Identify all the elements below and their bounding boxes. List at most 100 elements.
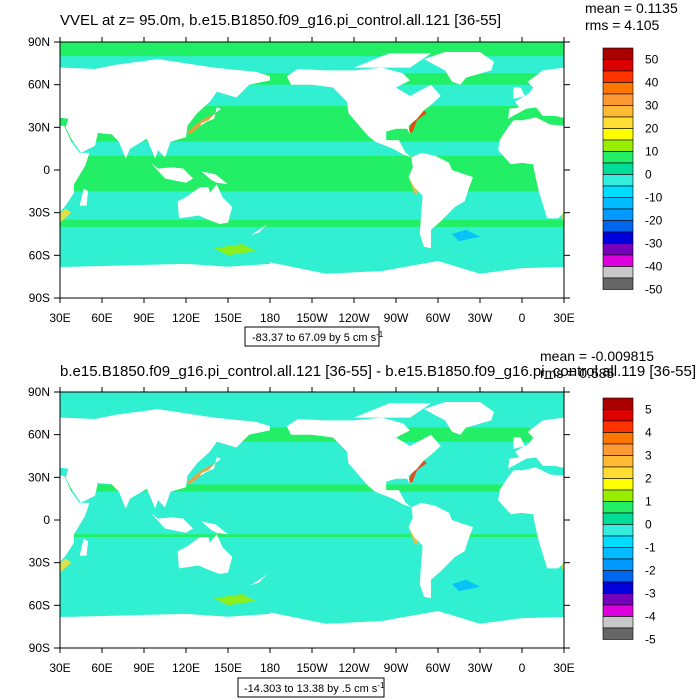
mean-stat: mean = 0.1135 [585,0,678,16]
eurasia-land [508,417,564,469]
eurasia-land [508,67,564,119]
gulf-stream-patch [408,460,427,483]
africa-land [498,117,564,219]
panel-title: b.e15.B1850.f09_g16.pi_control.all.121 [… [60,363,696,380]
ocean-band-1 [60,491,564,535]
antarctica-land [60,613,270,648]
indonesia-land [151,512,193,533]
madagascar-land [79,538,88,556]
colorbar-cell [602,208,634,221]
x-tick-label: 120W [338,661,370,675]
y-tick-label: 90S [29,641,50,655]
range-text: -14.303 to 13.38 by .5 cm s [244,683,378,695]
colorbar-cell [602,501,634,514]
africa-land [498,467,564,569]
colorbar-cell [602,266,634,279]
north-america-land [286,417,441,508]
map-plot [59,391,565,649]
indonesia-land [151,162,193,183]
y-tick-label: 0 [43,513,50,527]
x-tick-label: 150W [296,311,328,325]
south-america-land [408,152,473,249]
colorbar-cell [602,277,634,290]
colorbar-cell [602,70,634,83]
y-tick-label: 60N [28,78,50,92]
colorbar-cell [602,243,634,256]
colorbar-label: -40 [645,260,663,274]
colorbar-cell [602,105,634,118]
rms-stat: rms = 4.105 [585,17,660,33]
colorbar-label: 1 [645,495,652,509]
colorbar-label: 4 [645,426,652,440]
x-tick-label: 90E [133,661,154,675]
colorbar-label: -10 [645,191,663,205]
colorbar-label: -50 [645,283,663,297]
colorbar-label: -30 [645,237,663,251]
colorbar-label: 5 [645,403,652,417]
ocean-band-2 [60,141,564,156]
y-tick-label: 30S [29,556,50,570]
colorbar-cell [602,82,634,95]
colorbar-cell [602,432,634,445]
colorbar-cell [602,443,634,456]
y-tick-label: 90S [29,291,50,305]
colorbar-label: -20 [645,214,663,228]
x-tick-label: 150W [296,661,328,675]
x-tick-label: 60W [426,661,451,675]
agulhas-patch [561,563,564,573]
arctic-islands-land [354,403,431,418]
range-label: -14.303 to 13.38 by .5 cm s-1 [244,681,385,695]
y-tick-label: 30S [29,206,50,220]
x-tick-label: 0 [519,661,526,675]
south-america-land [408,502,473,599]
southern-ocean-patch-b [452,229,480,242]
australia-land [177,184,233,224]
antarctica-land [270,611,564,648]
greenland-land [424,52,494,85]
colorbar-cell [602,524,634,537]
range-label-box: -83.37 to 67.09 by 5 cm s-1 [244,326,384,347]
colorbar-cell [602,254,634,267]
british-isles-land [513,87,525,99]
panel-bottom: b.e15.B1850.f09_g16.pi_control.all.121 [… [28,348,696,698]
ocean-band-0 [60,537,564,627]
colorbar-cell [602,581,634,594]
colorbar-cell [602,47,634,60]
colorbar-cell [602,420,634,433]
africa-land [60,475,90,562]
plot-content [60,392,564,648]
x-tick-label: 90W [384,661,409,675]
axis-ticks: 30E 60E 90E 120E 150E 180 150W 120W 90W 60W 30W 0 30… [28,385,575,675]
agulhas-patch [60,208,72,223]
panel-top: VVEL at z= 95.0m, b.e15.B1850.f09_g16.pi… [28,0,678,347]
x-tick-label: 180 [260,311,280,325]
y-tick-label: 90N [28,385,50,399]
agulhas-patch [561,213,564,223]
colorbar-cell [602,512,634,525]
colorbar-cell [602,151,634,164]
y-tick-label: 30N [28,470,50,484]
x-tick-label: 120W [338,311,370,325]
map-plot [59,41,565,299]
british-isles-land [513,437,525,449]
range-label-box: -14.303 to 13.38 by .5 cm s-1 [237,677,385,698]
colorbar-label: 3 [645,449,652,463]
new-guinea-land [201,521,228,535]
x-tick-label: 30W [468,311,493,325]
x-tick-label: 60W [426,311,451,325]
gulf-stream-patch [408,110,427,133]
antarctica-land [270,261,564,298]
ocean-band-1 [60,191,564,220]
colorbar-cell [602,220,634,233]
y-tick-label: 90N [28,35,50,49]
x-tick-label: 120E [172,661,200,675]
range-unit-superscript: -1 [376,330,384,339]
y-tick-label: 30N [28,120,50,134]
colorbar-label: 0 [645,168,652,182]
x-tick-label: 30E [553,311,574,325]
range-label: -83.37 to 67.09 by 5 cm s-1 [252,330,384,344]
plot-content [60,42,564,298]
colorbar-cell [602,93,634,106]
north-america-land [286,67,441,158]
